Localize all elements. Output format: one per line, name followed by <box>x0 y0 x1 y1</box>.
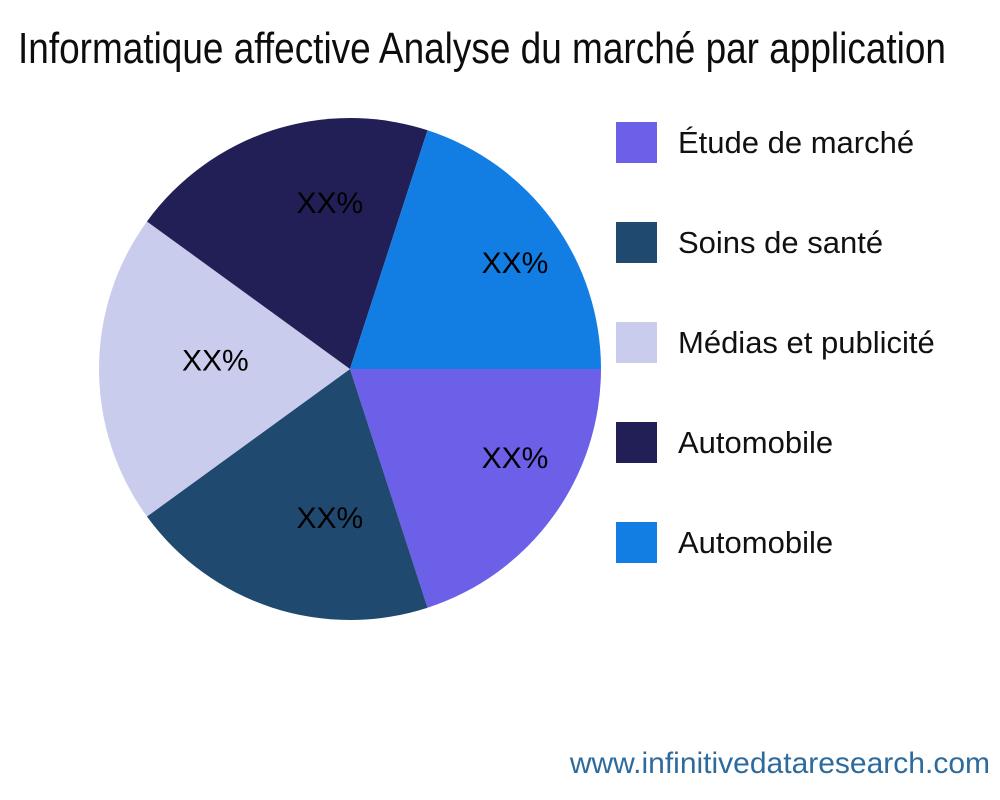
legend-label: Automobile <box>678 424 834 460</box>
pie-slice-label: XX% <box>296 187 363 220</box>
pie-slice-4 <box>350 130 601 369</box>
legend-swatch <box>616 122 657 163</box>
pie-slice-label: XX% <box>482 442 549 475</box>
legend-item: Étude de marché <box>616 122 935 163</box>
legend-swatch <box>616 322 657 363</box>
pie-slice-2 <box>99 221 350 517</box>
legend-label: Médias et publicité <box>678 324 935 360</box>
pie-slice-label: XX% <box>182 345 249 378</box>
footer-url: www.infinitivedataresearch.com <box>569 747 990 780</box>
legend-label: Étude de marché <box>678 124 915 160</box>
pie-slice-1 <box>146 369 428 621</box>
legend-item: Automobile <box>616 422 935 463</box>
legend-item: Automobile <box>616 522 935 563</box>
legend-swatch <box>616 522 657 563</box>
legend-swatch <box>616 222 657 263</box>
legend-item: Médias et publicité <box>616 322 935 363</box>
legend: Étude de marché Soins de santé Médias et p… <box>616 122 935 622</box>
pie-slice-label: XX% <box>296 502 363 535</box>
legend-label: Soins de santé <box>678 224 884 260</box>
legend-label: Automobile <box>678 524 834 560</box>
chart-title: Informatique affective Analyse du marché… <box>18 24 946 73</box>
legend-item: Soins de santé <box>616 222 935 263</box>
pie-slice-0 <box>350 369 601 608</box>
pie-slice-label: XX% <box>482 247 549 280</box>
pie-slice-3 <box>146 117 428 370</box>
legend-swatch <box>616 422 657 463</box>
